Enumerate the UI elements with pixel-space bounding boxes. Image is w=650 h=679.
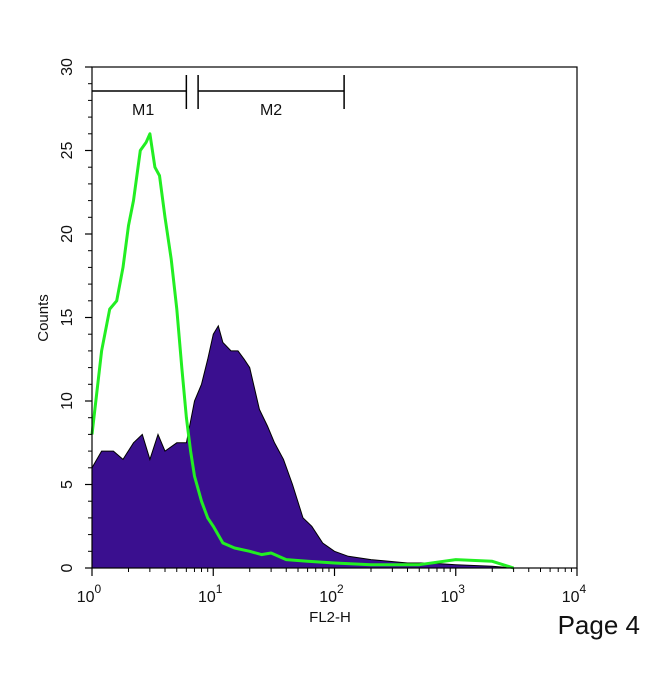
- y-axis-label: Counts: [35, 294, 52, 342]
- y-tick-label: 30: [59, 58, 76, 76]
- x-tick-label: 103: [441, 582, 466, 606]
- x-tick-label: 100: [77, 582, 102, 606]
- page-number-label: Page 4: [557, 610, 640, 640]
- y-tick-label: 5: [59, 480, 76, 489]
- gate-markers: M1 M2: [92, 75, 345, 119]
- y-tick-label: 15: [59, 309, 76, 327]
- series-layer: [90, 132, 515, 570]
- x-tick-label: 102: [319, 582, 344, 606]
- x-tick-label: 104: [562, 582, 587, 606]
- x-axis-label: FL2-H: [309, 609, 351, 626]
- y-tick-label: 20: [59, 225, 76, 243]
- y-tick-label: 0: [59, 563, 76, 572]
- y-tick-label: 25: [59, 142, 76, 160]
- y-tick-label: 10: [59, 392, 76, 410]
- marker-label: M1: [132, 102, 154, 119]
- series-filled-histogram: [91, 324, 514, 569]
- x-tick-label: 101: [198, 582, 223, 606]
- axes: 0 5 10 15 20 25 30 100 101 102 103 104: [59, 58, 587, 606]
- marker-label: M2: [260, 102, 282, 119]
- series-line-histogram: [90, 132, 515, 570]
